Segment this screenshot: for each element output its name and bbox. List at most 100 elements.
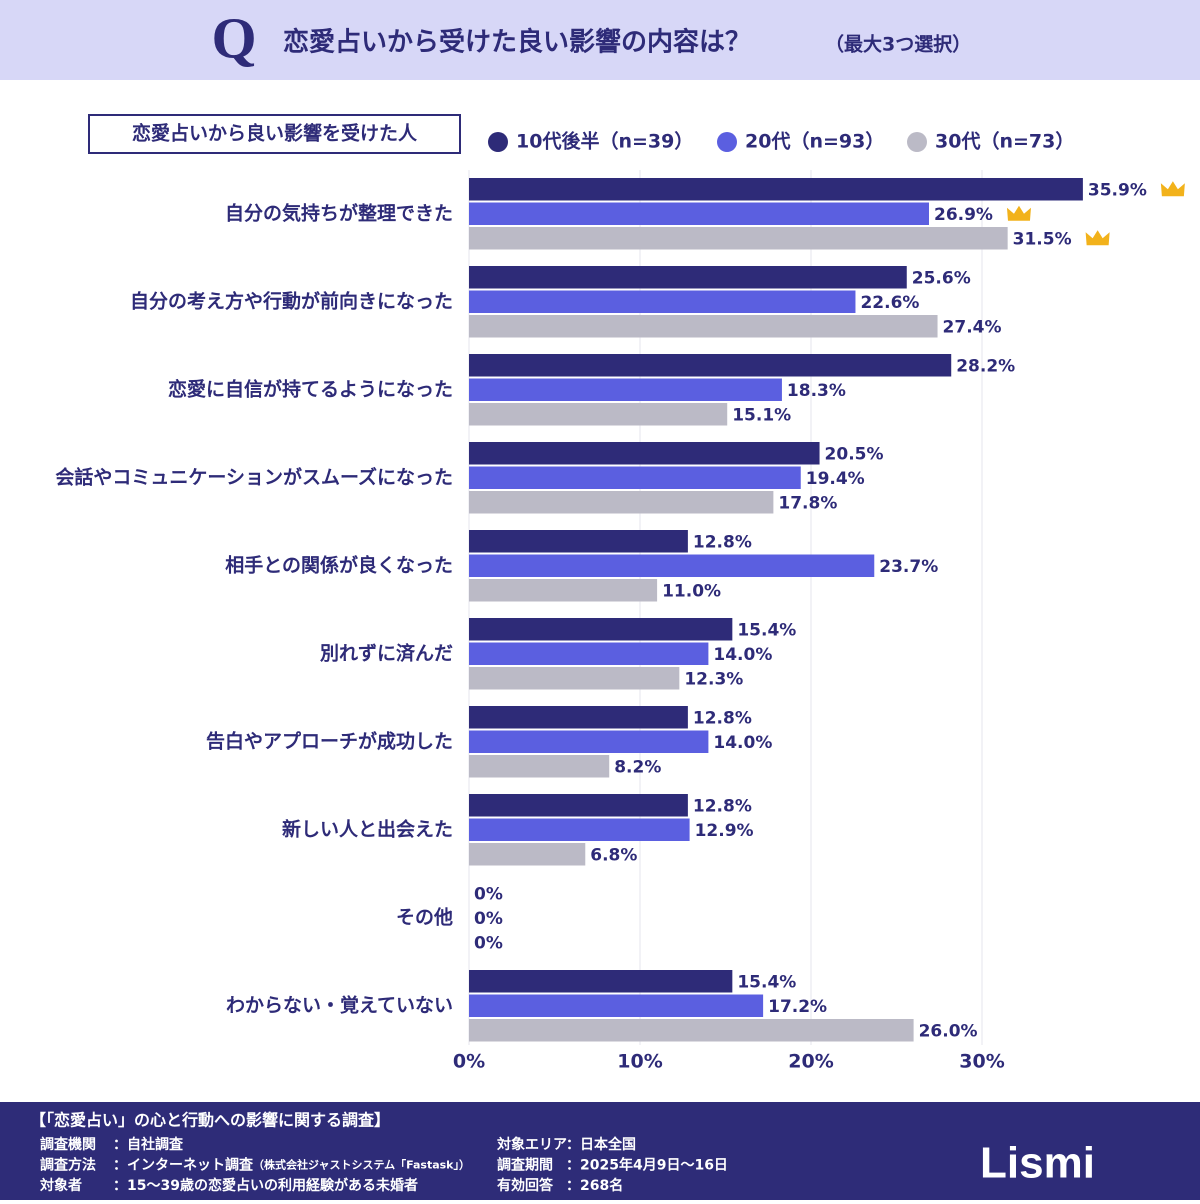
legend-label: 10代後半（n=39） [516,130,693,153]
legend-swatch [488,132,508,152]
bar [469,794,688,817]
panel-box [88,114,461,154]
x-tick-label: 30% [959,1051,1004,1073]
value-label: 17.2% [768,997,827,1017]
footer-key: 対象者 [39,1177,82,1194]
value-label: 12.3% [684,669,743,689]
footer-value: ：268名 [566,1177,623,1194]
value-label: 22.6% [860,293,919,313]
value-label: 0% [474,909,503,929]
bar [469,178,1083,201]
bar [469,818,690,841]
legend-label: 20代（n=93） [745,130,884,153]
value-label: 12.8% [693,532,752,552]
footer-band [0,1102,1200,1200]
footer-title: 【「恋愛占い」の心と行動への影響に関する調査】 [30,1111,390,1130]
x-tick-label: 20% [788,1051,833,1073]
bar [469,442,820,465]
value-label: 14.0% [713,733,772,753]
footer-key: 調査機関 [40,1136,96,1153]
legend-label: 30代（n=73） [935,130,1074,153]
bar [469,491,774,514]
crown-icon [1160,181,1185,197]
crown-icon [1085,230,1110,246]
value-label: 14.0% [713,645,772,665]
bar [469,667,680,690]
bar [469,290,856,313]
subtitle: （最大3つ選択） [825,33,971,56]
bar [469,466,801,489]
bar [469,579,658,602]
value-label: 20.5% [825,444,884,464]
bar [469,227,1008,250]
value-label: 12.9% [695,821,754,841]
footer-value: ：日本全国 [566,1136,636,1153]
bar [469,994,764,1017]
value-label: 15.4% [737,620,796,640]
value-label: 15.1% [732,405,791,425]
x-tick-label: 0% [453,1051,485,1073]
value-label: 12.8% [693,708,752,728]
x-tick-label: 10% [617,1051,662,1073]
category-label: 別れずに済んだ [320,641,453,664]
bar [469,1019,914,1042]
value-label: 19.4% [806,469,865,489]
logo: Lismi [980,1139,1095,1188]
q-icon: Q [211,5,256,70]
footer-value: ：2025年4月9日〜16日 [566,1157,728,1174]
footer-note: （株式会社ジャストシステム「Fastask」） [253,1158,470,1172]
value-label: 12.8% [693,796,752,816]
value-label: 26.0% [919,1021,978,1041]
value-label: 35.9% [1088,180,1147,200]
bar [469,354,952,377]
value-label: 17.8% [778,493,837,513]
bar [469,530,688,553]
bar [469,266,907,289]
bar [469,843,586,866]
value-label: 26.9% [934,205,993,225]
category-label: その他 [396,905,453,928]
bar [469,403,728,426]
footer-value: ：15〜39歳の恋愛占いの利用経験がある未婚者 [113,1177,418,1194]
category-label: 恋愛に自信が持てるようになった [168,377,453,400]
category-label: わからない・覚えていない [226,993,453,1016]
category-label: 会話やコミュニケーションがスムーズになった [55,465,453,488]
value-label: 8.2% [614,757,661,777]
footer-key: 調査期間 [497,1157,553,1174]
bar [469,378,782,401]
category-label: 相手との関係が良くなった [225,553,453,576]
value-label: 15.4% [737,972,796,992]
value-label: 18.3% [787,381,846,401]
value-label: 0% [474,884,503,904]
footer-value: ：インターネット調査 [113,1157,254,1174]
value-label: 28.2% [956,356,1015,376]
category-label: 自分の気持ちが整理できた [225,201,453,224]
bar [469,755,610,778]
legend-swatch [907,132,927,152]
value-label: 6.8% [590,845,637,865]
footer-key: 調査方法 [40,1157,96,1174]
bar [469,202,929,225]
bar [469,554,875,577]
bar [469,970,733,993]
value-label: 25.6% [912,268,971,288]
value-label: 0% [474,933,503,953]
footer-value: ：自社調査 [113,1136,184,1153]
bar [469,618,733,641]
header-band [0,0,1200,80]
panel-label: 恋愛占いから良い影響を受けた人 [132,122,418,145]
bar [469,642,709,665]
legend-swatch [717,132,737,152]
value-label: 31.5% [1013,229,1072,249]
crown-icon [1006,205,1031,221]
bar [469,315,938,338]
bar [469,730,709,753]
title: 恋愛占いから受けた良い影響の内容は？ [283,27,751,58]
category-label: 新しい人と出会えた [282,817,453,840]
value-label: 23.7% [879,557,938,577]
footer-key: 対象エリア [496,1136,567,1153]
category-label: 告白やアプローチが成功した [206,729,453,752]
category-label: 自分の考え方や行動が前向きになった [130,289,453,312]
